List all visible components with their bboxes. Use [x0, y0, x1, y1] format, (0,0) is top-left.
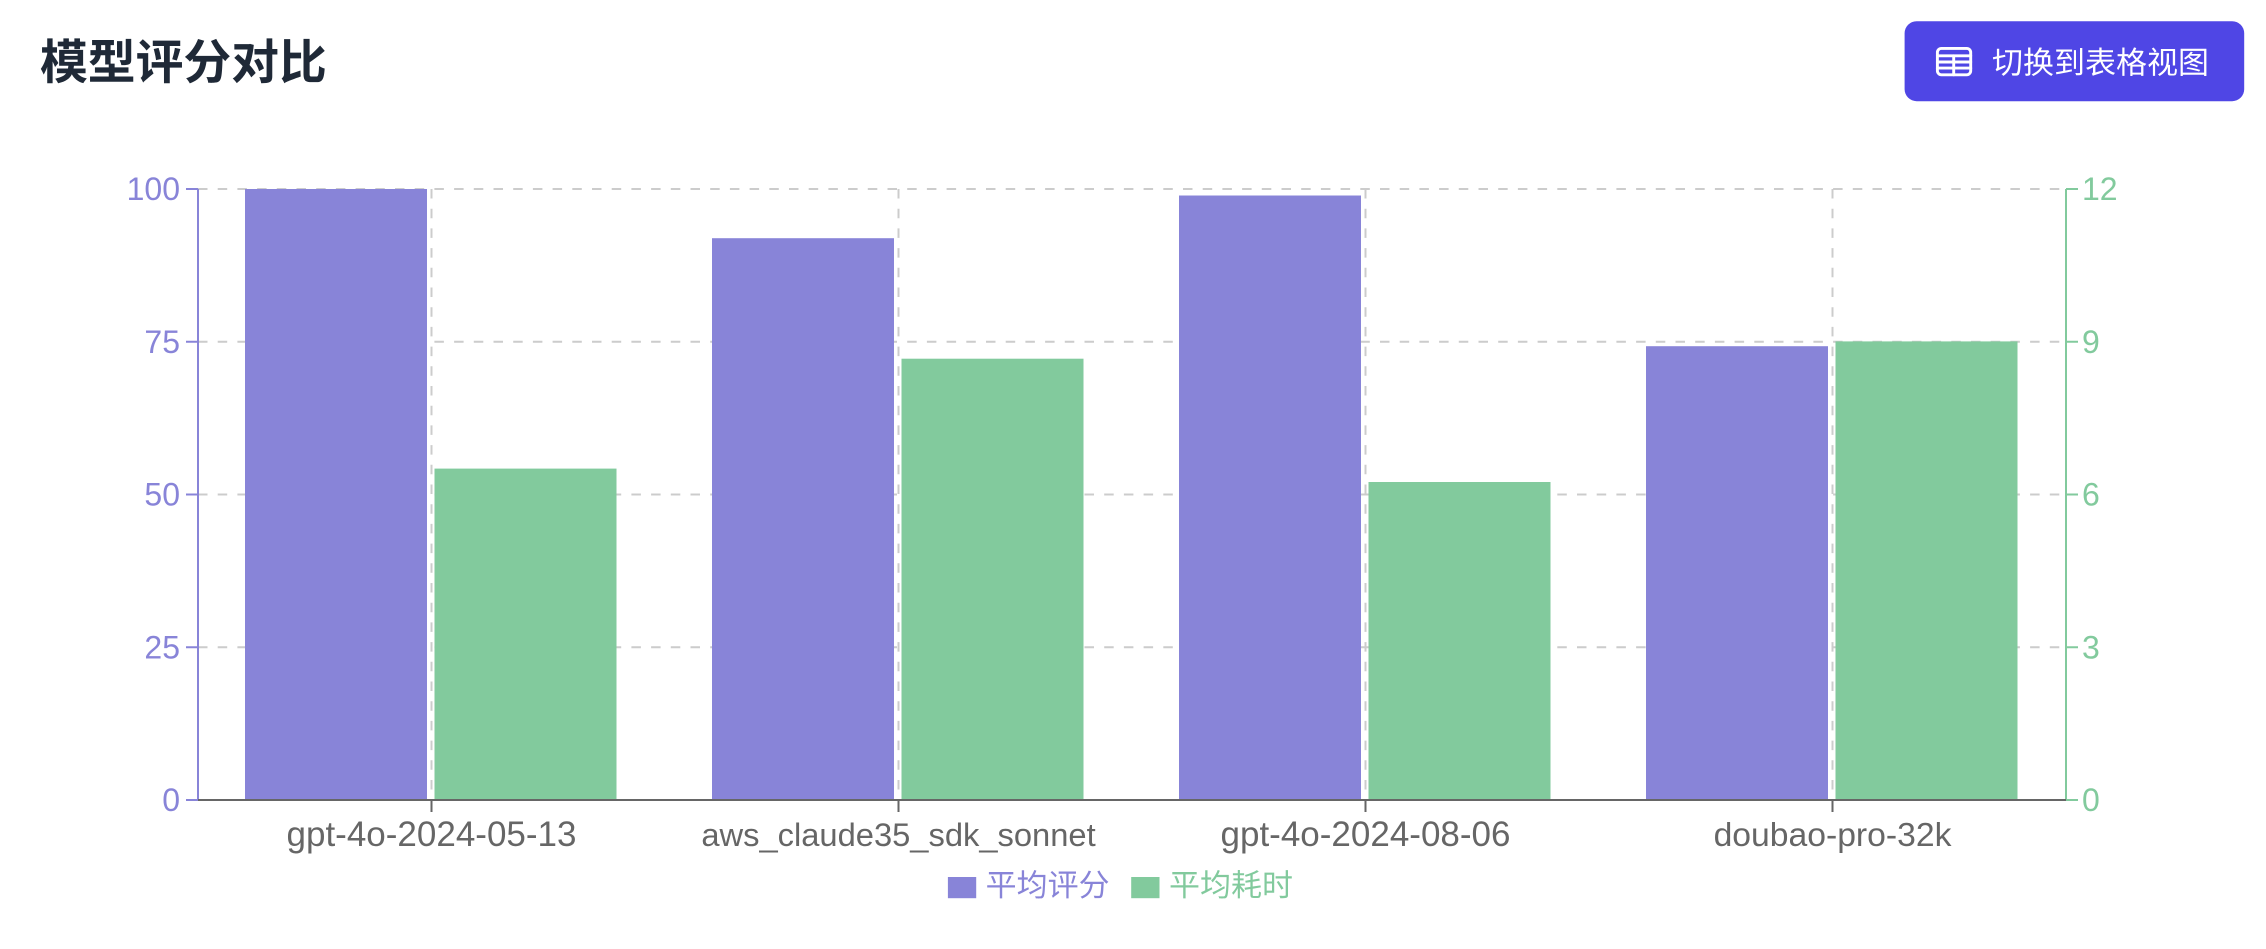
svg-text:aws_claude35_sdk_sonnet: aws_claude35_sdk_sonnet	[701, 816, 1095, 853]
svg-text:75: 75	[144, 324, 180, 360]
svg-text:doubao-pro-32k: doubao-pro-32k	[1714, 816, 1952, 854]
svg-text:50: 50	[144, 477, 180, 513]
svg-text:gpt-4o-2024-05-13: gpt-4o-2024-05-13	[287, 815, 577, 854]
svg-text:6: 6	[2082, 477, 2100, 513]
svg-text:100: 100	[127, 171, 180, 207]
svg-text:0: 0	[162, 782, 180, 818]
svg-text:0: 0	[2082, 782, 2100, 818]
svg-text:12: 12	[2082, 171, 2118, 207]
svg-text:25: 25	[144, 629, 180, 665]
svg-text:gpt-4o-2024-08-06: gpt-4o-2024-08-06	[1221, 815, 1511, 854]
svg-text:9: 9	[2082, 324, 2100, 360]
svg-text:3: 3	[2082, 629, 2100, 665]
